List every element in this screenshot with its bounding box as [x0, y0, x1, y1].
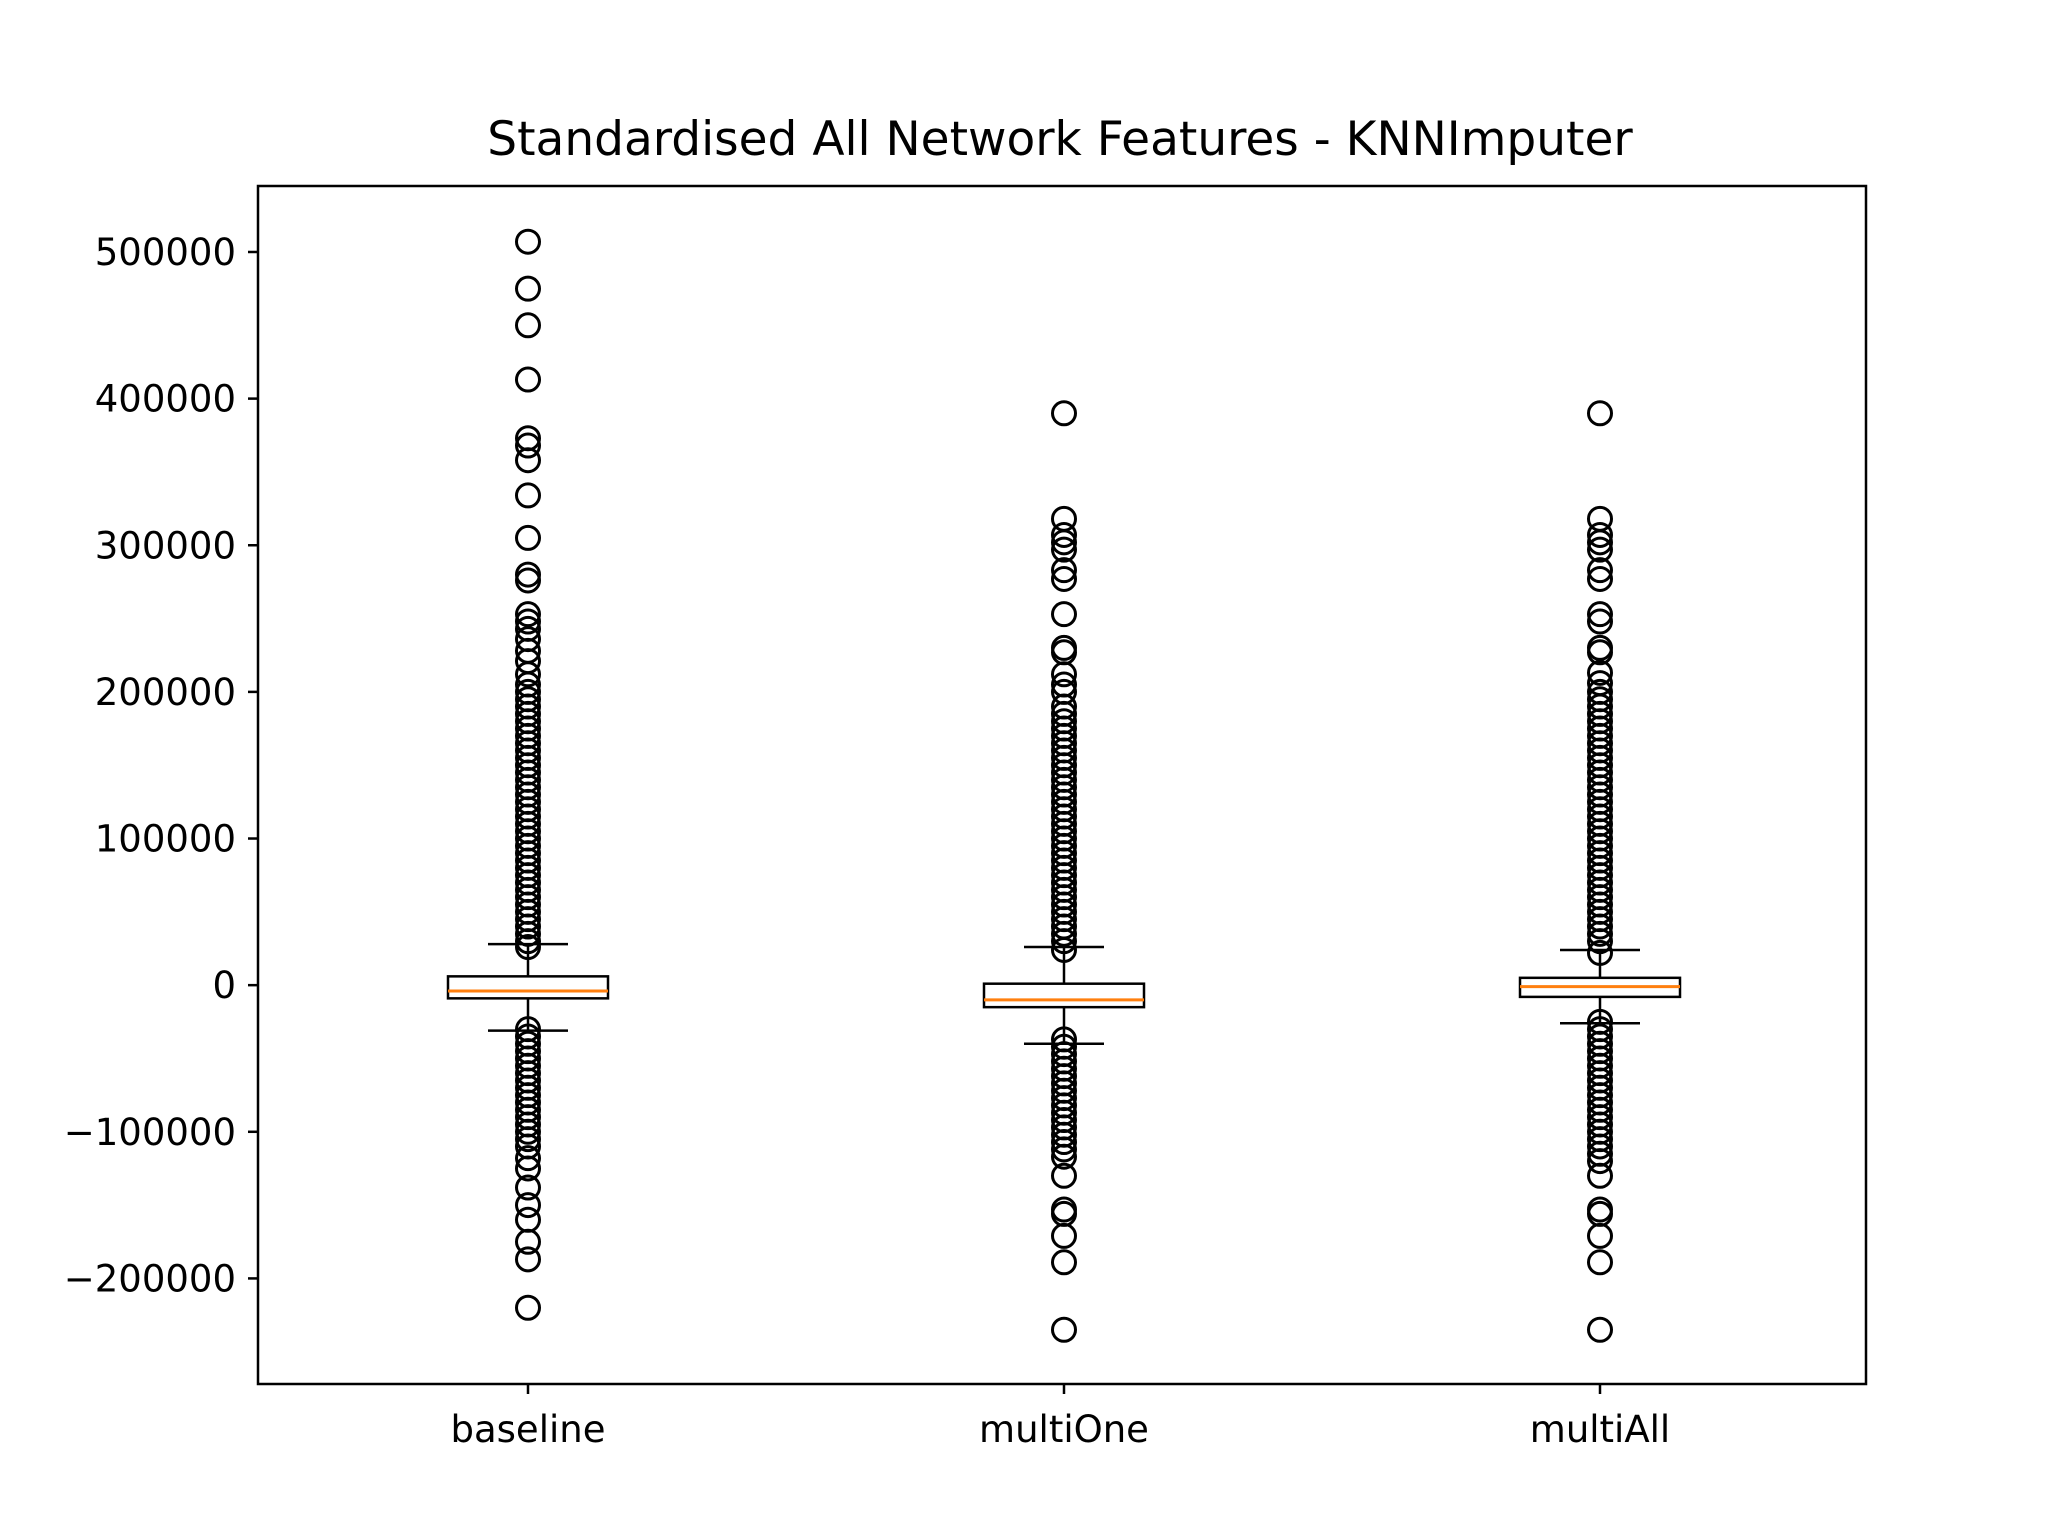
y-tick-label: 100000 — [95, 818, 236, 861]
box-group-multiAll — [1518, 400, 1682, 1343]
y-tick-label: −200000 — [64, 1257, 236, 1300]
plot-area — [446, 228, 1682, 1343]
x-tick-label: multiAll — [1530, 1408, 1670, 1451]
flier-point — [1051, 1316, 1077, 1343]
flier-point — [515, 447, 541, 474]
flier-point — [1051, 920, 1077, 947]
flier-point — [1051, 557, 1077, 584]
y-tick-label: 0 — [212, 964, 236, 1007]
flier-point — [515, 1294, 541, 1321]
flier-point — [515, 601, 541, 628]
flier-point — [1587, 608, 1613, 635]
flier-point — [1051, 1143, 1077, 1170]
flier-point — [1051, 565, 1077, 592]
flier-point — [1587, 529, 1613, 556]
y-tick-label: 500000 — [95, 231, 236, 274]
x-axis: baseline multiOne multiAll — [451, 1384, 1670, 1451]
flier-point — [1587, 521, 1613, 548]
flier-point — [1587, 639, 1613, 666]
flier-point — [1587, 1133, 1613, 1160]
flier-point — [1587, 1162, 1613, 1189]
flier-point — [1051, 400, 1077, 427]
flier-point — [1587, 1249, 1613, 1276]
flier-point — [1587, 1222, 1613, 1249]
flier-point — [1051, 1136, 1077, 1163]
flier-point — [1587, 1316, 1613, 1343]
flier-point — [515, 366, 541, 393]
flier-point — [1051, 661, 1077, 688]
y-tick-label: 400000 — [95, 378, 236, 421]
y-tick-label: 300000 — [95, 524, 236, 567]
y-axis: −200000 −100000 0 100000 200000 300000 400000 5… — [64, 231, 258, 1300]
flier-point — [515, 1246, 541, 1273]
flier-point — [515, 608, 541, 635]
flier-point — [1051, 1222, 1077, 1249]
chart-title: Standardised All Network Features - KNNI… — [487, 112, 1633, 167]
flier-point — [1587, 920, 1613, 947]
flier-point — [515, 1174, 541, 1201]
flier-point — [1587, 659, 1613, 686]
flier-point — [1587, 565, 1613, 592]
x-tick-label: baseline — [451, 1408, 606, 1451]
flier-point — [1587, 557, 1613, 584]
flier-point — [515, 275, 541, 302]
flier-point — [515, 482, 541, 509]
flier-point — [515, 661, 541, 688]
flier-point — [515, 228, 541, 255]
flier-point — [515, 312, 541, 339]
box-group-multiOne — [982, 400, 1146, 1343]
flier-point — [515, 1126, 541, 1153]
flier-point — [515, 1155, 541, 1182]
flier-point — [1051, 1162, 1077, 1189]
flier-point — [515, 1192, 541, 1219]
flier-point — [1051, 1129, 1077, 1156]
flier-point — [1587, 601, 1613, 628]
flier-point — [515, 913, 541, 940]
flier-point — [515, 524, 541, 551]
flier-point — [515, 1228, 541, 1255]
flier-point — [515, 1118, 541, 1145]
flier-point — [1051, 536, 1077, 563]
flier-point — [1587, 1148, 1613, 1175]
iqr-box — [982, 982, 1146, 1009]
flier-point — [515, 567, 541, 594]
y-tick-label: 200000 — [95, 671, 236, 714]
flier-point — [1051, 529, 1077, 556]
x-tick-label: multiOne — [979, 1408, 1149, 1451]
flier-point — [1051, 1249, 1077, 1276]
flier-point — [1587, 913, 1613, 940]
flier-point — [1587, 536, 1613, 563]
box-group-baseline — [446, 228, 610, 1321]
flier-point — [1587, 400, 1613, 427]
iqr-box — [446, 975, 610, 1000]
axes-frame — [256, 184, 1868, 1386]
flier-point — [515, 1145, 541, 1172]
flier-point — [515, 432, 541, 459]
y-tick-label: −100000 — [64, 1111, 236, 1154]
flier-point — [1051, 601, 1077, 628]
flier-point — [1051, 521, 1077, 548]
